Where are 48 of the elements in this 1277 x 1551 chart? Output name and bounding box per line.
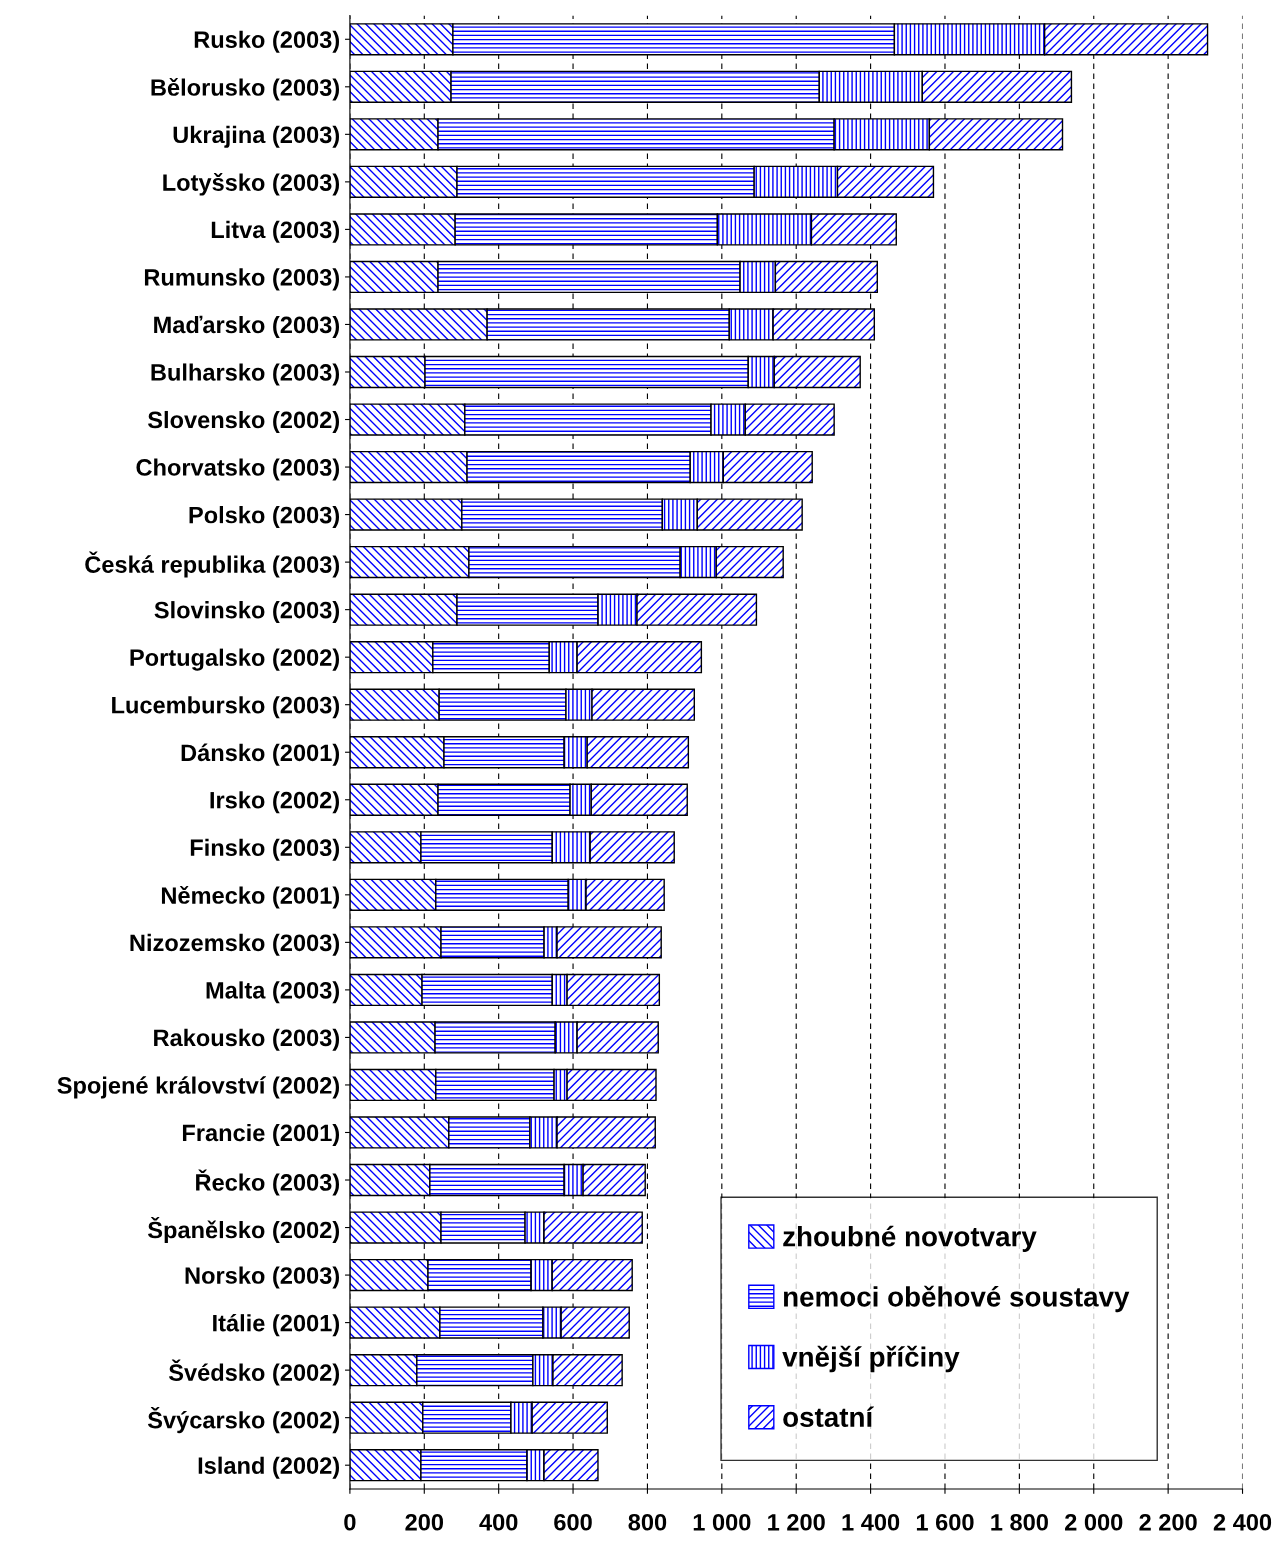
- y-tick-label: Řecko (2003): [196, 1169, 340, 1196]
- y-tick-label: Rakousko (2003): [154, 1028, 340, 1051]
- y-tick-label: Lucembursko (2003): [112, 696, 340, 719]
- x-tick-label: 800: [628, 1513, 667, 1531]
- y-tick-label: Litva (2003): [211, 220, 340, 243]
- x-tick-label: 2 400: [1213, 1513, 1272, 1531]
- y-tick-label: Lotyšsko (2003): [163, 173, 340, 196]
- y-tick-label: Island (2002): [198, 1456, 340, 1479]
- legend-label: vnější příčiny: [782, 1345, 960, 1373]
- y-tick-label: Malta (2003): [206, 981, 340, 1004]
- y-tick-label: Bulharsko (2003): [151, 363, 340, 386]
- y-tick-label: Dánsko (2001): [181, 743, 340, 766]
- legend-label: zhoubné novotvary: [783, 1225, 1037, 1252]
- x-tick-label: 2 200: [1139, 1513, 1197, 1531]
- y-tick-label: Španělsko (2002): [147, 1216, 340, 1244]
- x-tick-label: 0: [344, 1513, 356, 1531]
- y-tick-label: Bělorusko (2003): [151, 77, 340, 101]
- x-tick-label: 1 800: [991, 1513, 1048, 1531]
- x-tick-label: 1 600: [916, 1513, 974, 1531]
- y-tick-label: Chorvatsko (2003): [136, 458, 340, 481]
- y-tick-label: Maďarsko (2003): [154, 315, 340, 338]
- y-tick-label: Německo (2001): [161, 886, 340, 909]
- y-tick-label: Norsko (2003): [185, 1266, 340, 1289]
- y-tick-label: Česká republika (2003): [85, 551, 340, 578]
- legend-label: nemoci oběhové soustavy: [783, 1285, 1130, 1313]
- y-tick-label: Švédsko (2002): [168, 1359, 340, 1386]
- y-tick-label: Slovinsko (2003): [154, 601, 340, 624]
- y-tick-label: Ukrajina (2003): [173, 125, 340, 148]
- y-tick-label: Rusko (2003): [194, 30, 340, 53]
- y-tick-label: Spojené království (2002): [57, 1076, 340, 1099]
- x-tick-label: 1 400: [842, 1513, 900, 1531]
- y-tick-label: Irsko (2002): [210, 791, 340, 814]
- x-tick-label: 2 000: [1065, 1513, 1123, 1531]
- x-tick-label: 600: [554, 1513, 592, 1531]
- y-tick-label: Slovensko (2002): [147, 410, 340, 433]
- y-tick-label: Polsko (2003): [189, 506, 340, 529]
- y-tick-label: Rumunsko (2003): [144, 268, 340, 291]
- y-tick-label: Finsko (2003): [190, 838, 340, 861]
- y-tick-label: Nizozemsko (2003): [130, 933, 340, 956]
- y-tick-label: Itálie (2001): [213, 1313, 340, 1337]
- y-tick-label: Francie (2001): [182, 1123, 340, 1146]
- x-tick-label: 400: [479, 1513, 518, 1531]
- x-tick-label: 200: [405, 1513, 444, 1531]
- y-tick-label: Švýcarsko (2002): [147, 1407, 340, 1434]
- x-tick-label: 1 200: [768, 1513, 825, 1531]
- y-tick-label: Portugalsko (2002): [130, 648, 340, 671]
- legend-label: ostatní: [783, 1406, 874, 1428]
- x-tick-label: 1 000: [693, 1513, 751, 1531]
